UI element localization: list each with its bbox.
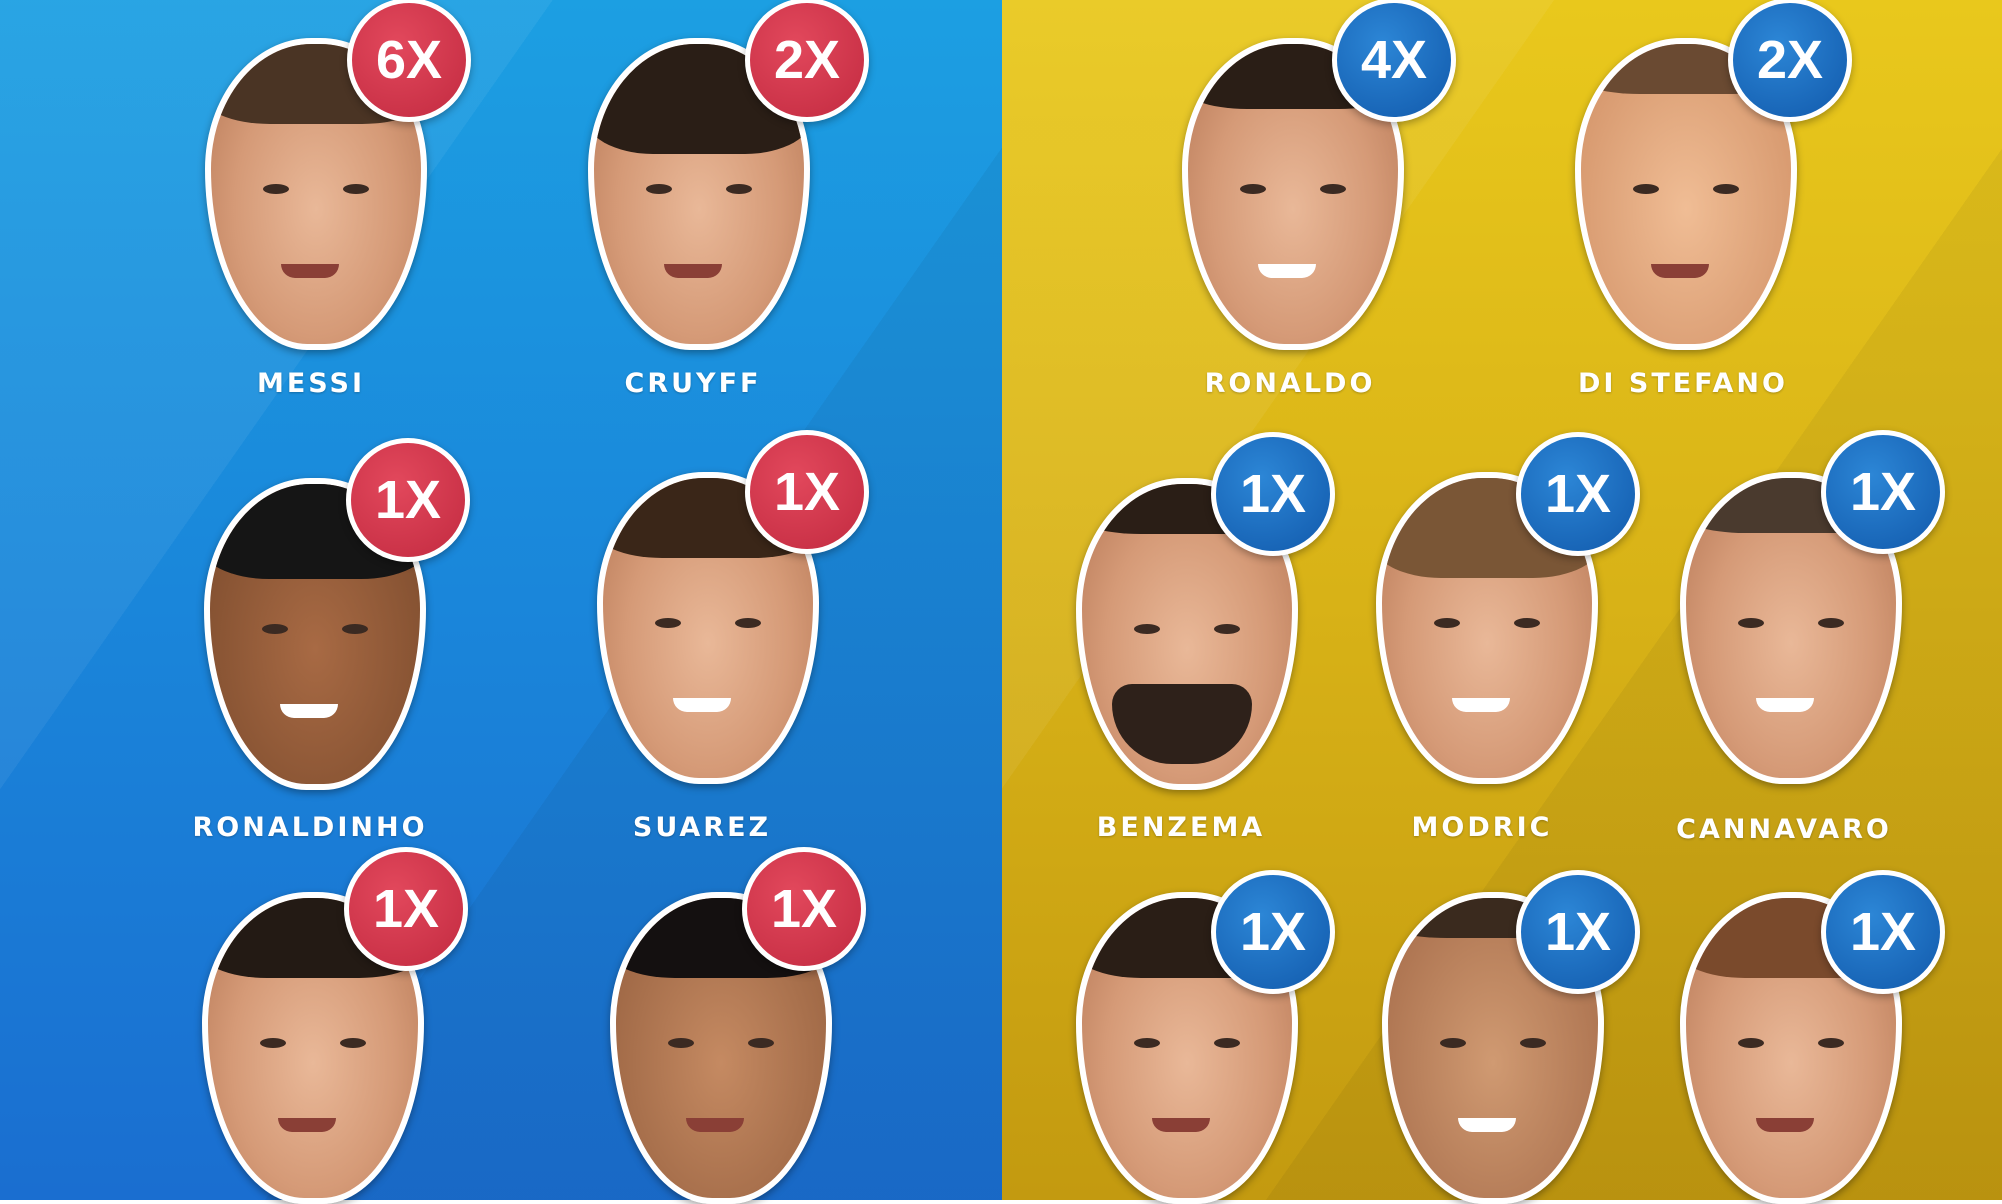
count-badge: 1X xyxy=(344,847,468,971)
count-badge: 1X xyxy=(1516,432,1640,556)
left-panel xyxy=(0,0,1002,1200)
player-name: CRUYFF xyxy=(624,368,762,399)
count-badge: 6X xyxy=(347,0,471,122)
count-badge: 1X xyxy=(346,438,470,562)
count-badge: 1X xyxy=(1516,870,1640,994)
count-badge: 1X xyxy=(1821,870,1945,994)
count-badge: 2X xyxy=(745,0,869,122)
player-name: CANNAVARO xyxy=(1676,814,1892,845)
count-badge: 1X xyxy=(1211,870,1335,994)
player-face xyxy=(1575,38,1797,350)
player-name: MESSI xyxy=(256,368,366,399)
count-badge: 2X xyxy=(1728,0,1852,122)
count-badge: 1X xyxy=(1211,432,1335,556)
count-badge: 1X xyxy=(745,430,869,554)
player-name: MODRIC xyxy=(1411,812,1553,843)
count-badge: 4X xyxy=(1332,0,1456,122)
count-badge: 1X xyxy=(742,847,866,971)
player-face xyxy=(588,38,810,350)
player-name: SUAREZ xyxy=(632,812,772,843)
count-badge: 1X xyxy=(1821,430,1945,554)
player-name: DI STEFANO xyxy=(1578,368,1788,399)
player-face xyxy=(1376,472,1598,784)
player-name: BENZEMA xyxy=(1096,812,1266,843)
player-name: RONALDO xyxy=(1204,368,1376,399)
player-face xyxy=(1076,478,1298,790)
player-name: RONALDINHO xyxy=(192,812,428,843)
player-face xyxy=(1680,892,1902,1204)
